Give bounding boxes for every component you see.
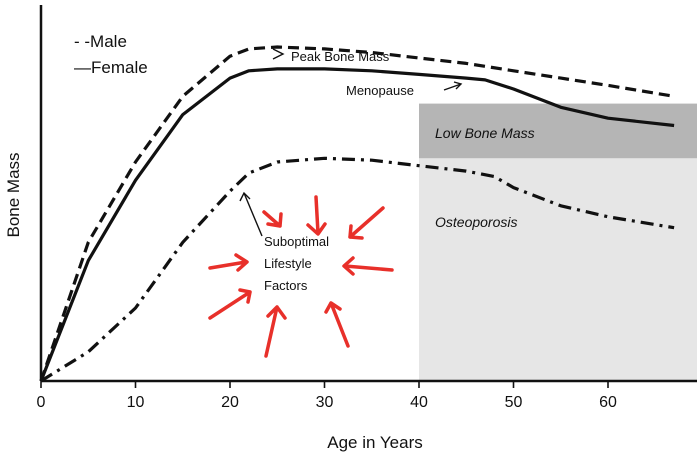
regions-layer xyxy=(419,103,697,381)
x-tick-label: 40 xyxy=(410,394,428,411)
red-arrow-icon xyxy=(264,305,287,358)
x-tick-label: 50 xyxy=(505,394,523,411)
suboptimal-label: Suboptimal xyxy=(264,234,329,249)
series-female xyxy=(39,67,675,382)
legend-female: —Female xyxy=(74,58,148,77)
x-tick-label: 10 xyxy=(127,394,145,411)
suboptimal-pointer-line xyxy=(243,192,263,237)
menopause-label: Menopause xyxy=(346,83,414,98)
axes-layer xyxy=(39,5,697,383)
low-bone-mass-region xyxy=(419,103,697,159)
peak-arrow-icon xyxy=(272,48,285,60)
x-tick-label: 30 xyxy=(316,394,334,411)
annotation-arrows xyxy=(239,48,463,237)
osteoporosis-label: Osteoporosis xyxy=(435,214,517,230)
x-axis-label: Age in Years xyxy=(327,433,422,452)
low-bone-mass-label: Low Bone Mass xyxy=(435,125,535,141)
red-arrow-icon xyxy=(306,195,327,236)
red-arrow-icon xyxy=(262,210,283,228)
peak-bone-mass-label: Peak Bone Mass xyxy=(291,49,390,64)
red-arrow-icon xyxy=(208,288,252,320)
red-arrow-icon xyxy=(208,253,249,272)
red-arrow-icon xyxy=(324,301,350,348)
x-tick-label: 0 xyxy=(37,394,46,411)
y-axis-label: Bone Mass xyxy=(4,152,23,237)
series-layer xyxy=(39,45,675,383)
x-tick-label: 60 xyxy=(599,394,617,411)
series-suboptimal-lifestyle-factors xyxy=(40,156,675,383)
red-arrow-icon xyxy=(342,256,394,276)
menopause-arrow-icon xyxy=(443,83,462,91)
series-male xyxy=(39,45,675,382)
x-ticks-layer: 0 10 20 30 40 50 60 xyxy=(37,381,617,411)
red-arrow-icon xyxy=(348,206,385,240)
red-arrows xyxy=(208,195,394,358)
suboptimal-arrowhead-icon xyxy=(239,191,251,202)
menopause-arrowhead-icon xyxy=(453,81,463,90)
x-tick-label: 20 xyxy=(221,394,239,411)
osteoporosis-region xyxy=(419,158,697,381)
legend-male: - -Male xyxy=(74,32,127,51)
factors-label: Factors xyxy=(264,278,308,293)
lifestyle-label: Lifestyle xyxy=(264,256,312,271)
